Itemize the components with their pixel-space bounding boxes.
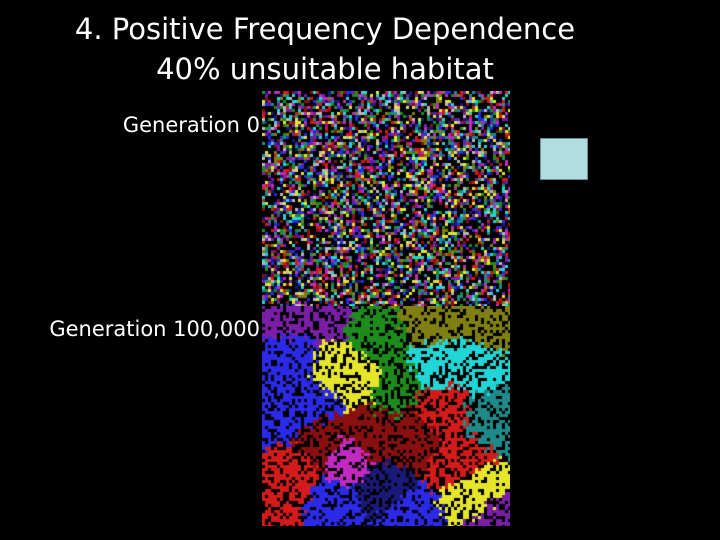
color-swatch bbox=[540, 138, 588, 180]
title-line-2: 40% unsuitable habitat bbox=[156, 52, 494, 86]
generation-0-label: Generation 0 bbox=[122, 113, 260, 137]
generation-100000-label: Generation 100,000 bbox=[49, 317, 260, 341]
title-line-1: 4. Positive Frequency Dependence bbox=[74, 12, 576, 46]
lattice-generation-100000 bbox=[262, 306, 510, 526]
lattice-generation-0 bbox=[262, 91, 510, 306]
